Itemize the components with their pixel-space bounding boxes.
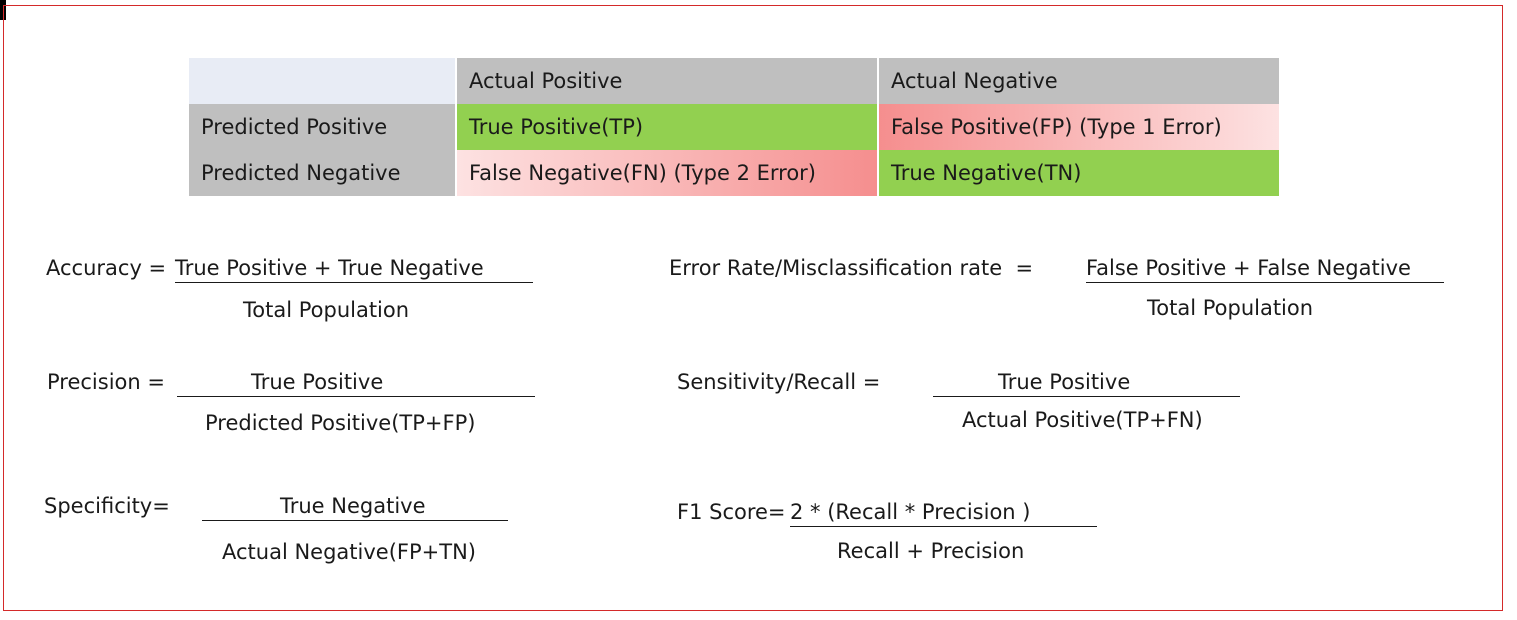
- table-row: Predicted Negative False Negative(FN) (T…: [189, 150, 1279, 196]
- cell-true-positive: True Positive(TP): [457, 104, 877, 150]
- recall-numerator: True Positive: [933, 370, 1240, 397]
- precision-label: Precision =: [47, 370, 165, 394]
- header-actual-positive: Actual Positive: [457, 58, 877, 104]
- cell-true-negative: True Negative(TN): [879, 150, 1279, 196]
- accuracy-label: Accuracy =: [46, 256, 167, 280]
- specificity-numerator: True Negative: [202, 494, 508, 521]
- error-rate-numerator: False Positive + False Negative: [1086, 256, 1444, 283]
- cell-false-positive: False Positive(FP) (Type 1 Error): [879, 104, 1279, 150]
- row-label-predicted-negative: Predicted Negative: [189, 150, 455, 196]
- f1-score-denominator: Recall + Precision: [837, 539, 1025, 563]
- table-header-row: Actual Positive Actual Negative: [189, 58, 1279, 104]
- table-row: Predicted Positive True Positive(TP) Fal…: [189, 104, 1279, 150]
- diagram-frame: [3, 5, 1503, 611]
- accuracy-denominator: Total Population: [243, 298, 410, 322]
- precision-numerator: True Positive: [177, 370, 535, 397]
- error-rate-denominator: Total Population: [1147, 296, 1314, 320]
- recall-label: Sensitivity/Recall =: [677, 370, 881, 394]
- f1-score-numerator: 2 * (Recall * Precision ): [790, 500, 1097, 527]
- accuracy-numerator: True Positive + True Negative: [175, 256, 533, 283]
- cell-false-negative: False Negative(FN) (Type 2 Error): [457, 150, 877, 196]
- recall-denominator: Actual Positive(TP+FN): [962, 408, 1203, 432]
- row-label-predicted-positive: Predicted Positive: [189, 104, 455, 150]
- specificity-label: Specificity=: [44, 494, 170, 518]
- precision-denominator: Predicted Positive(TP+FP): [205, 411, 476, 435]
- specificity-denominator: Actual Negative(FP+TN): [222, 540, 476, 564]
- confusion-matrix-table: Actual Positive Actual Negative Predicte…: [187, 58, 1281, 196]
- f1-score-label: F1 Score=: [677, 500, 786, 524]
- error-rate-label: Error Rate/Misclassification rate =: [669, 256, 1034, 280]
- header-actual-negative: Actual Negative: [879, 58, 1279, 104]
- corner-cell: [189, 58, 455, 104]
